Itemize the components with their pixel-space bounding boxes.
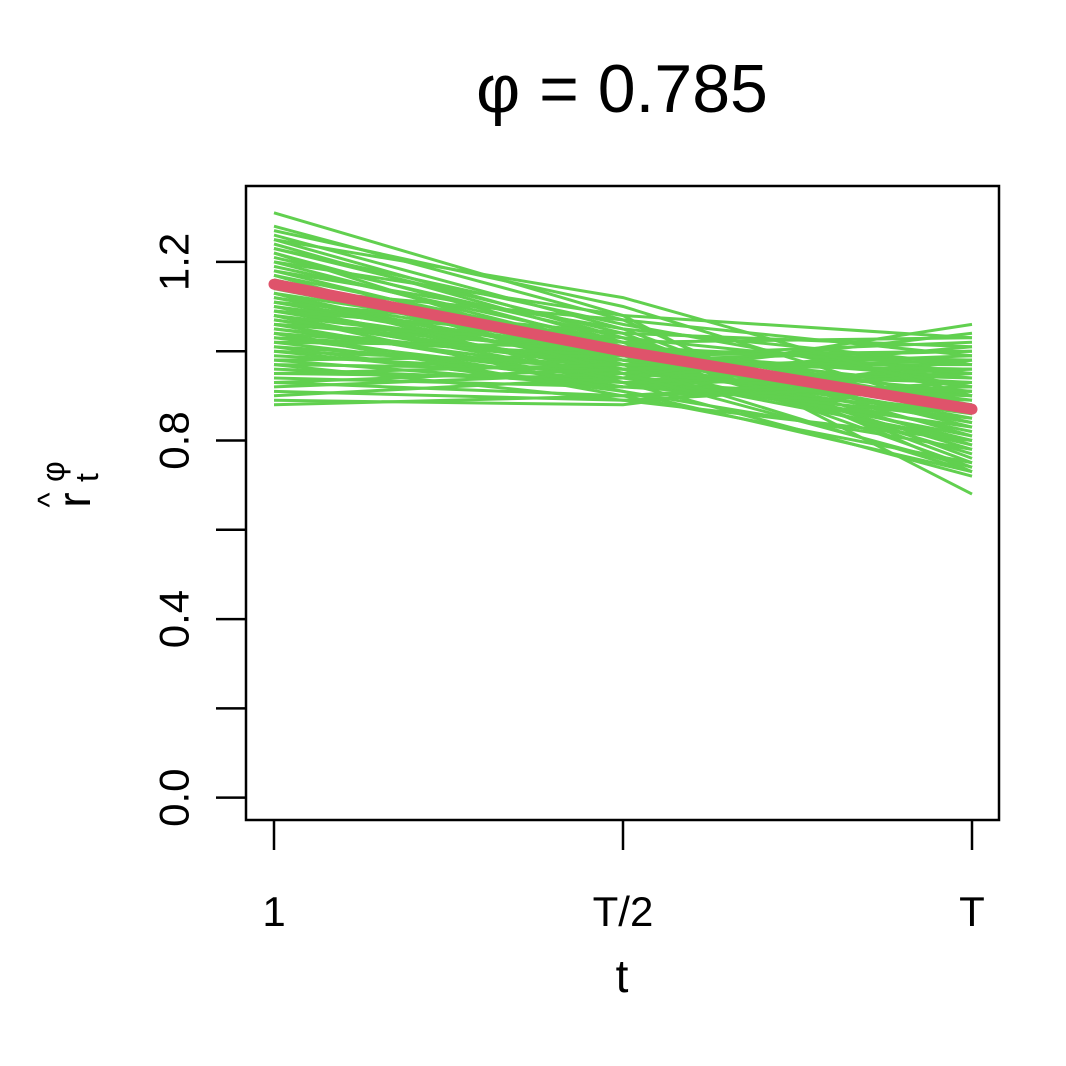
replicate-line-75: [273, 238, 973, 398]
replicate-line-61: [273, 300, 973, 349]
replicate-line-57: [273, 247, 973, 389]
replicate-line-70: [273, 363, 973, 442]
y-axis: 0.0 0.4 0.8 1.2: [151, 233, 246, 827]
chart-title: φ = 0.785: [476, 51, 768, 127]
replicate-line-63: [273, 322, 973, 344]
x-tick-label-1: T/2: [593, 888, 654, 935]
replicate-line-68: [273, 331, 973, 465]
y-tick-label-2: 0.4: [151, 590, 198, 648]
y-axis-label-main: r: [48, 492, 100, 507]
y-tick-label-6: 1.2: [151, 233, 198, 291]
x-tick-label-2: T: [959, 888, 985, 935]
y-axis-label-hat: ^: [31, 492, 67, 507]
y-axis-label: r ^ φ t: [31, 461, 105, 507]
replicate-line-69: [273, 345, 973, 451]
replicate-line-60: [273, 287, 973, 358]
replicate-line-58: [273, 260, 973, 340]
replicate-line-73: [273, 363, 973, 375]
mean-line: [268, 278, 978, 415]
y-axis-label-superscript: φ: [35, 461, 71, 482]
x-axis-label: t: [616, 950, 629, 1002]
mean-series-group: [268, 278, 978, 415]
x-tick-label-0: 1: [262, 888, 285, 935]
y-tick-label-4: 0.8: [151, 411, 198, 469]
y-axis-label-subscript: t: [69, 473, 105, 482]
x-axis: 1 T/2 T: [262, 820, 985, 935]
y-tick-label-0: 0.0: [151, 768, 198, 826]
replicate-line-56: [273, 229, 973, 416]
